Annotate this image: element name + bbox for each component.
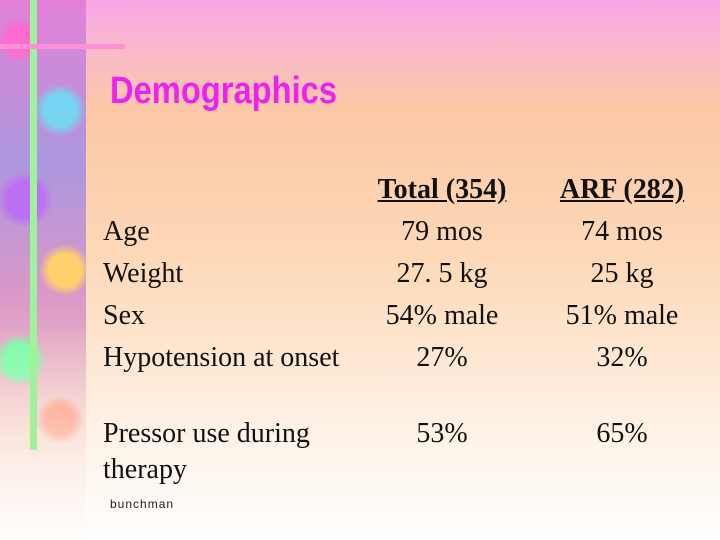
table-cell: 51% male	[565, 300, 679, 331]
table-cell: 65%	[596, 418, 648, 449]
row-label: Sex	[103, 300, 145, 331]
decorative-line	[0, 44, 125, 49]
slide-title: Demographics	[110, 70, 338, 112]
decorative-strip	[0, 0, 86, 540]
table-cell: 79 mos	[401, 216, 483, 247]
table-cell: 27%	[416, 342, 468, 373]
footer: bunchman	[110, 497, 175, 511]
table-cell: 54% male	[385, 300, 499, 331]
table-cell: 25 kg	[590, 258, 654, 289]
table-cell: 74 mos	[581, 216, 663, 247]
row-label: Age	[103, 216, 150, 247]
table-cell: 53%	[416, 418, 468, 449]
row-label: Pressor use during therapy	[103, 418, 310, 485]
column-header: ARF (282)	[559, 174, 685, 205]
table-cell: 27. 5 kg	[396, 258, 488, 289]
row-label: Weight	[103, 258, 184, 289]
row-label: Hypotension at onset	[103, 342, 340, 373]
decorative-line	[30, 0, 37, 450]
column-header: Total (354)	[377, 174, 507, 205]
table-cell: 32%	[596, 342, 648, 373]
